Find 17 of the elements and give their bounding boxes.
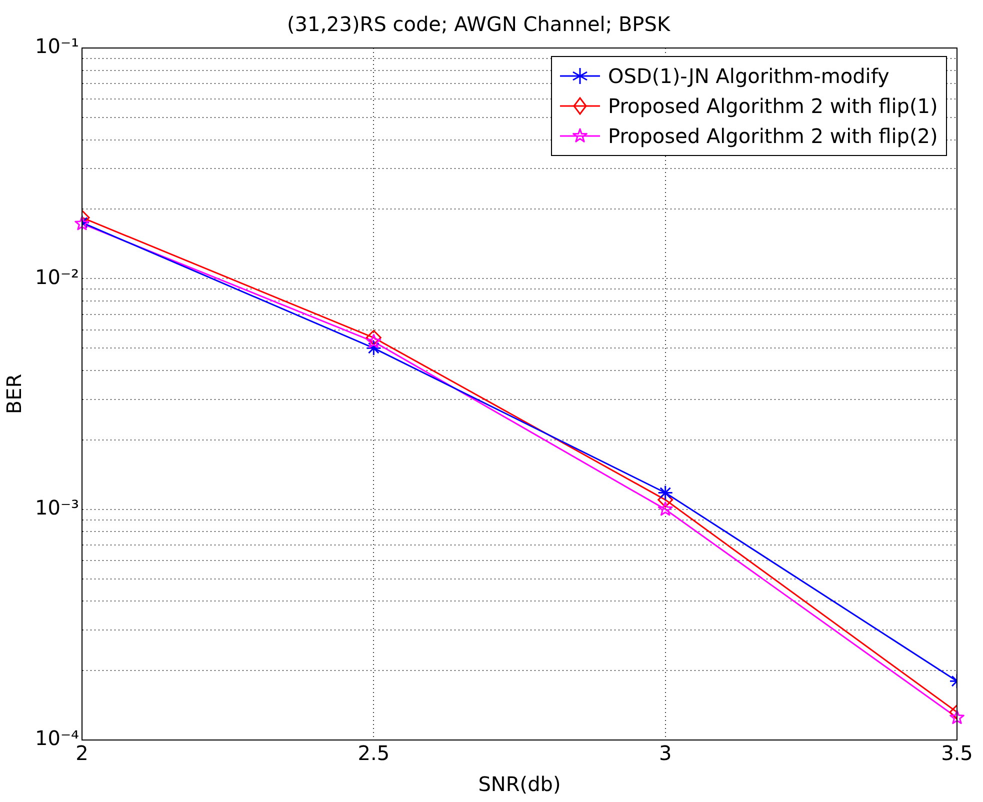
x-tick-label: 2 bbox=[76, 741, 88, 766]
y-tick-label: 10⁻¹ bbox=[34, 34, 80, 58]
y-tick-label: 10⁻² bbox=[34, 264, 80, 289]
legend-label: Proposed Algorithm 2 with flip(1) bbox=[608, 94, 938, 118]
point bbox=[950, 710, 964, 724]
y-tick-label: 10⁻³ bbox=[34, 496, 80, 520]
legend-label: OSD(1)-JN Algorithm-modify bbox=[608, 64, 890, 88]
chart-title: (31,23)RS code; AWGN Channel; BPSK bbox=[286, 12, 671, 36]
point bbox=[658, 502, 673, 516]
legend-label: Proposed Algorithm 2 with flip(2) bbox=[608, 124, 938, 148]
x-tick-label: 3 bbox=[658, 741, 672, 766]
x-tick-label: 3.5 bbox=[941, 741, 973, 766]
x-tick-label: 2.5 bbox=[358, 741, 390, 766]
point bbox=[74, 216, 90, 230]
y-axis-title: BER bbox=[2, 374, 26, 414]
point bbox=[366, 334, 382, 348]
x-axis-title: SNR(db) bbox=[478, 772, 561, 796]
